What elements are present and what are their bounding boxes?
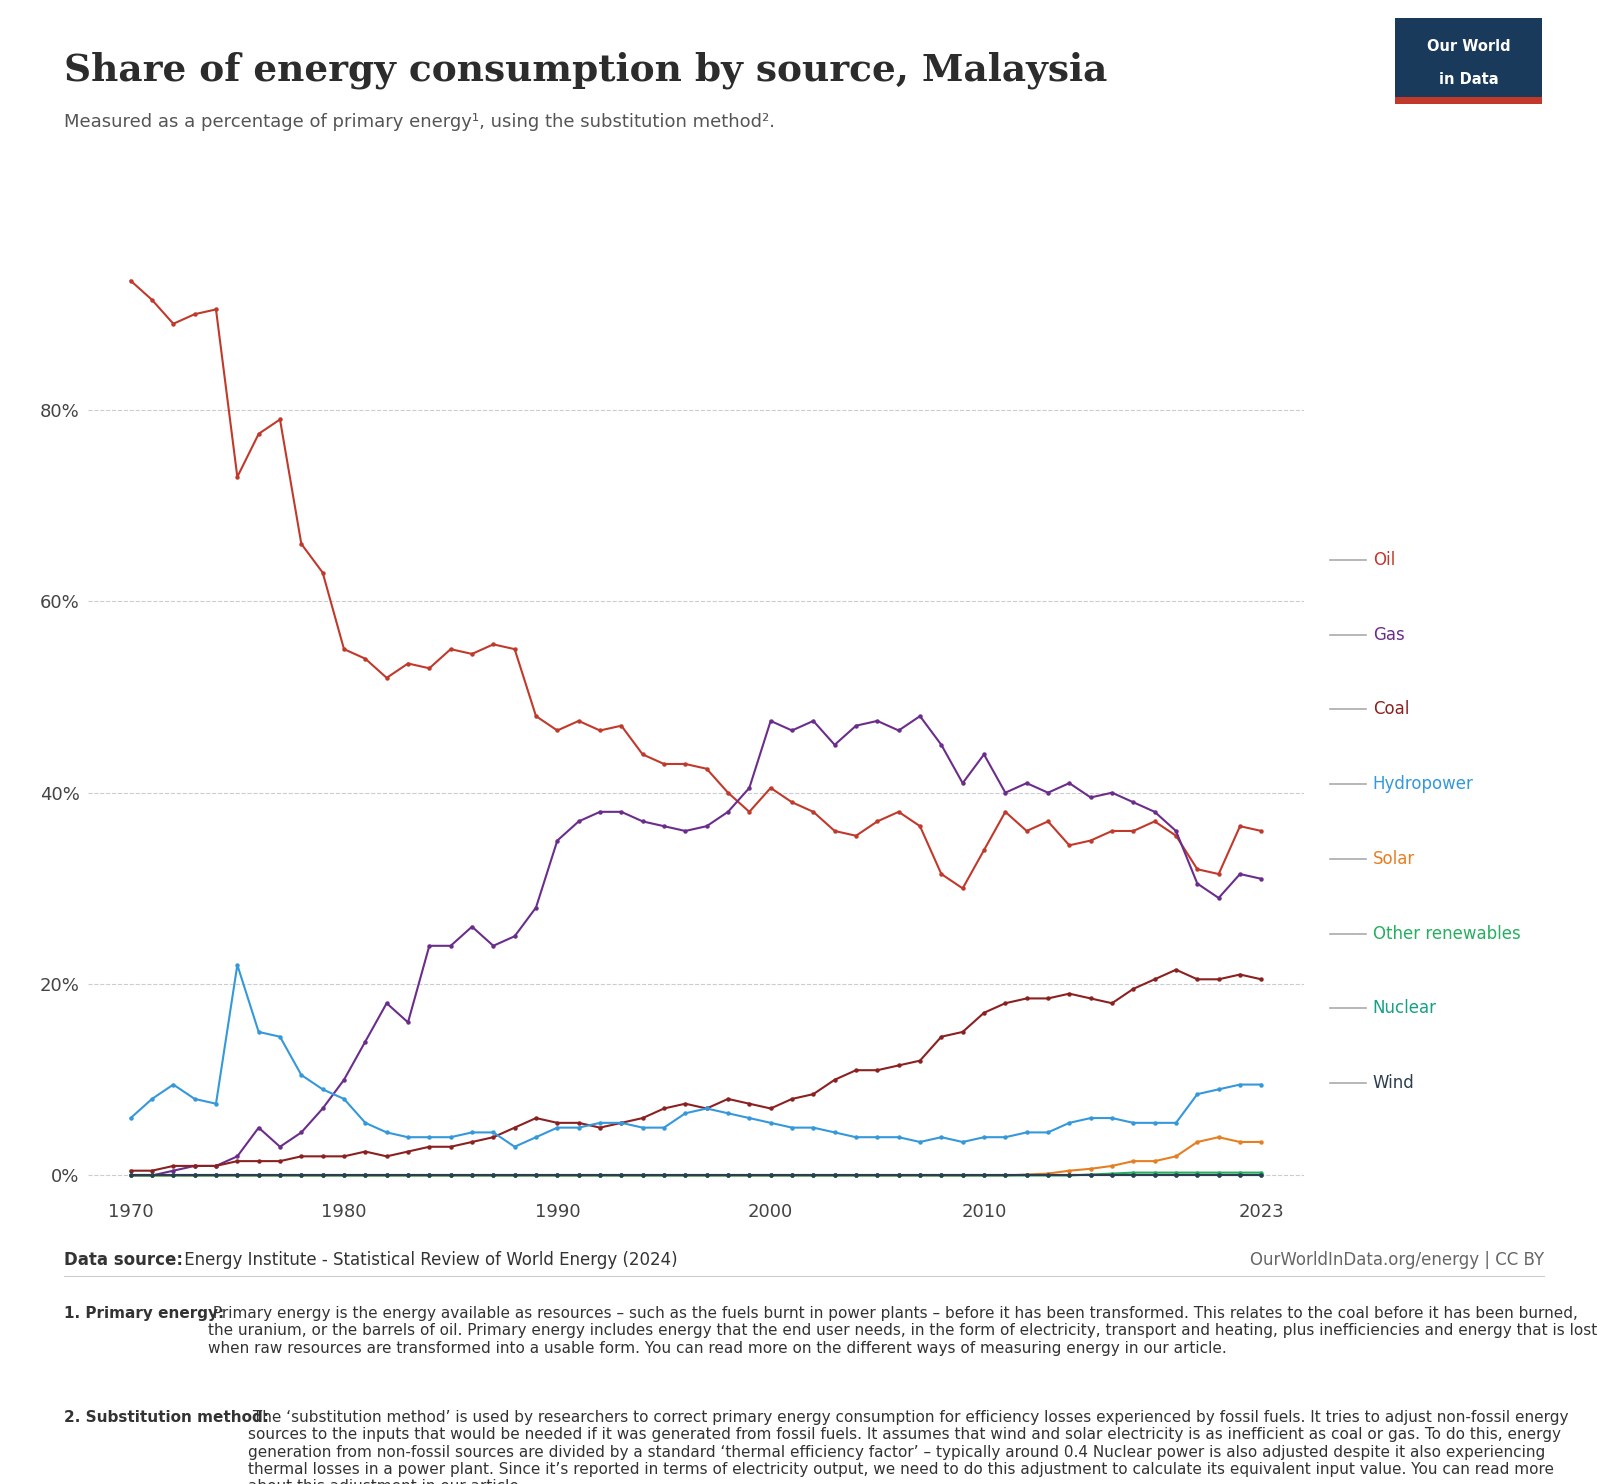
Text: Gas: Gas: [1373, 626, 1405, 644]
Text: The ‘substitution method’ is used by researchers to correct primary energy consu: The ‘substitution method’ is used by res…: [248, 1410, 1568, 1484]
Bar: [1395, 96, 1542, 104]
Text: Our World: Our World: [1427, 39, 1510, 53]
Text: Share of energy consumption by source, Malaysia: Share of energy consumption by source, M…: [64, 52, 1107, 89]
Text: OurWorldInData.org/energy | CC BY: OurWorldInData.org/energy | CC BY: [1250, 1251, 1544, 1269]
Text: Energy Institute - Statistical Review of World Energy (2024): Energy Institute - Statistical Review of…: [179, 1251, 678, 1269]
Text: Primary energy is the energy available as resources – such as the fuels burnt in: Primary energy is the energy available a…: [208, 1306, 1597, 1356]
Text: Measured as a percentage of primary energy¹, using the substitution method².: Measured as a percentage of primary ener…: [64, 113, 774, 131]
Text: 2. Substitution method:: 2. Substitution method:: [64, 1410, 269, 1425]
Text: Other renewables: Other renewables: [1373, 925, 1520, 942]
Text: in Data: in Data: [1438, 73, 1499, 88]
Text: Data source:: Data source:: [64, 1251, 182, 1269]
Text: 1. Primary energy:: 1. Primary energy:: [64, 1306, 224, 1321]
Text: Hydropower: Hydropower: [1373, 775, 1474, 792]
Text: Oil: Oil: [1373, 551, 1395, 568]
Text: Solar: Solar: [1373, 850, 1414, 868]
Text: Nuclear: Nuclear: [1373, 999, 1437, 1017]
Text: Coal: Coal: [1373, 700, 1410, 718]
Text: Wind: Wind: [1373, 1074, 1414, 1092]
